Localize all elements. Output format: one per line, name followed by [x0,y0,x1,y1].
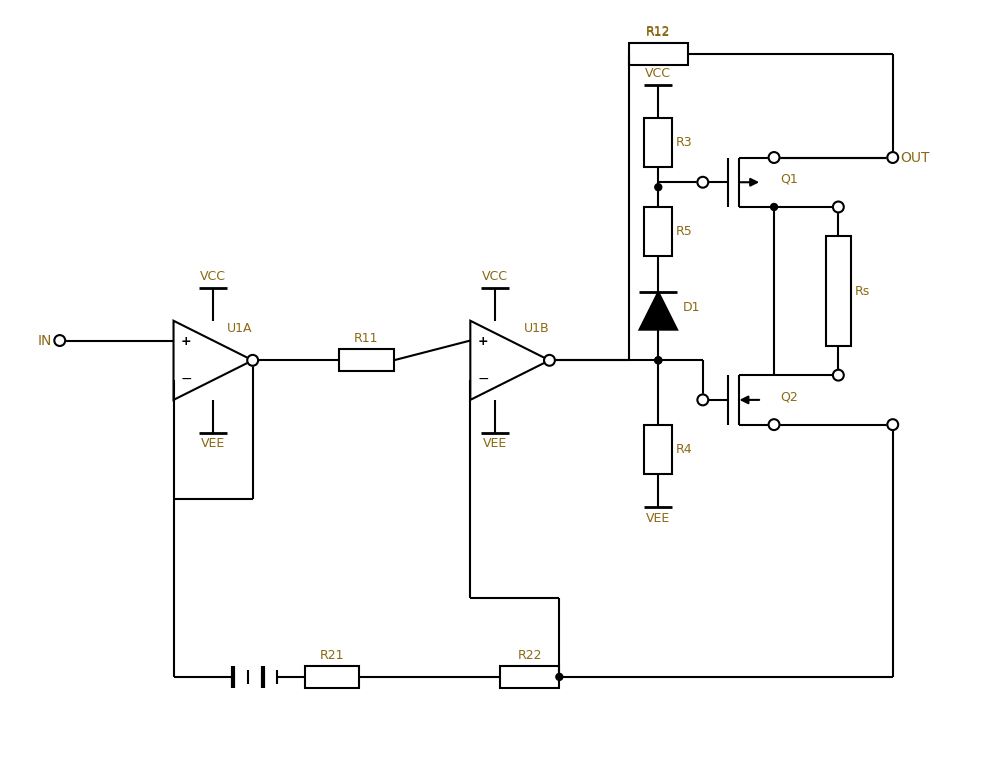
Bar [500,666,559,688]
Text: VEE: VEE [646,512,670,525]
Text: R5: R5 [676,225,693,238]
Text: +: + [181,335,192,348]
Text: R22: R22 [517,649,542,662]
Text: +: + [478,335,488,348]
Circle shape [887,152,898,163]
Circle shape [655,184,662,190]
Text: Rs: Rs [855,285,870,297]
Bar [644,118,672,168]
Circle shape [833,370,844,381]
Circle shape [771,204,778,211]
Circle shape [247,355,258,366]
Bar [629,43,688,65]
Circle shape [697,177,708,188]
Text: IN: IN [37,334,52,348]
Circle shape [655,357,662,363]
Text: U1B: U1B [524,321,549,335]
Text: U1A: U1A [227,321,252,335]
Text: −: − [477,372,489,386]
Circle shape [544,355,555,366]
Circle shape [655,357,662,363]
Bar [826,236,851,346]
Polygon shape [639,292,677,330]
Text: −: − [181,372,192,386]
Circle shape [769,152,779,163]
Text: OUT: OUT [901,151,930,165]
Text: VCC: VCC [645,67,671,80]
Circle shape [833,201,844,212]
Bar [644,424,672,474]
Circle shape [556,673,563,680]
Text: VEE: VEE [483,438,507,451]
Circle shape [697,395,708,406]
Text: R12: R12 [646,26,671,39]
Text: VEE: VEE [201,438,225,451]
Text: R3: R3 [676,136,693,149]
Text: VCC: VCC [200,270,226,283]
Bar [305,666,359,688]
Bar [644,207,672,257]
Text: R11: R11 [354,332,379,346]
Circle shape [887,419,898,430]
Text: Q1: Q1 [780,173,798,186]
Text: D1: D1 [683,301,701,314]
Text: R12: R12 [646,25,671,37]
Circle shape [54,335,65,346]
Text: Q2: Q2 [780,391,798,403]
Circle shape [769,419,779,430]
Bar [339,349,394,371]
Text: VCC: VCC [482,270,508,283]
Text: R21: R21 [320,649,344,662]
Text: R4: R4 [676,443,693,456]
